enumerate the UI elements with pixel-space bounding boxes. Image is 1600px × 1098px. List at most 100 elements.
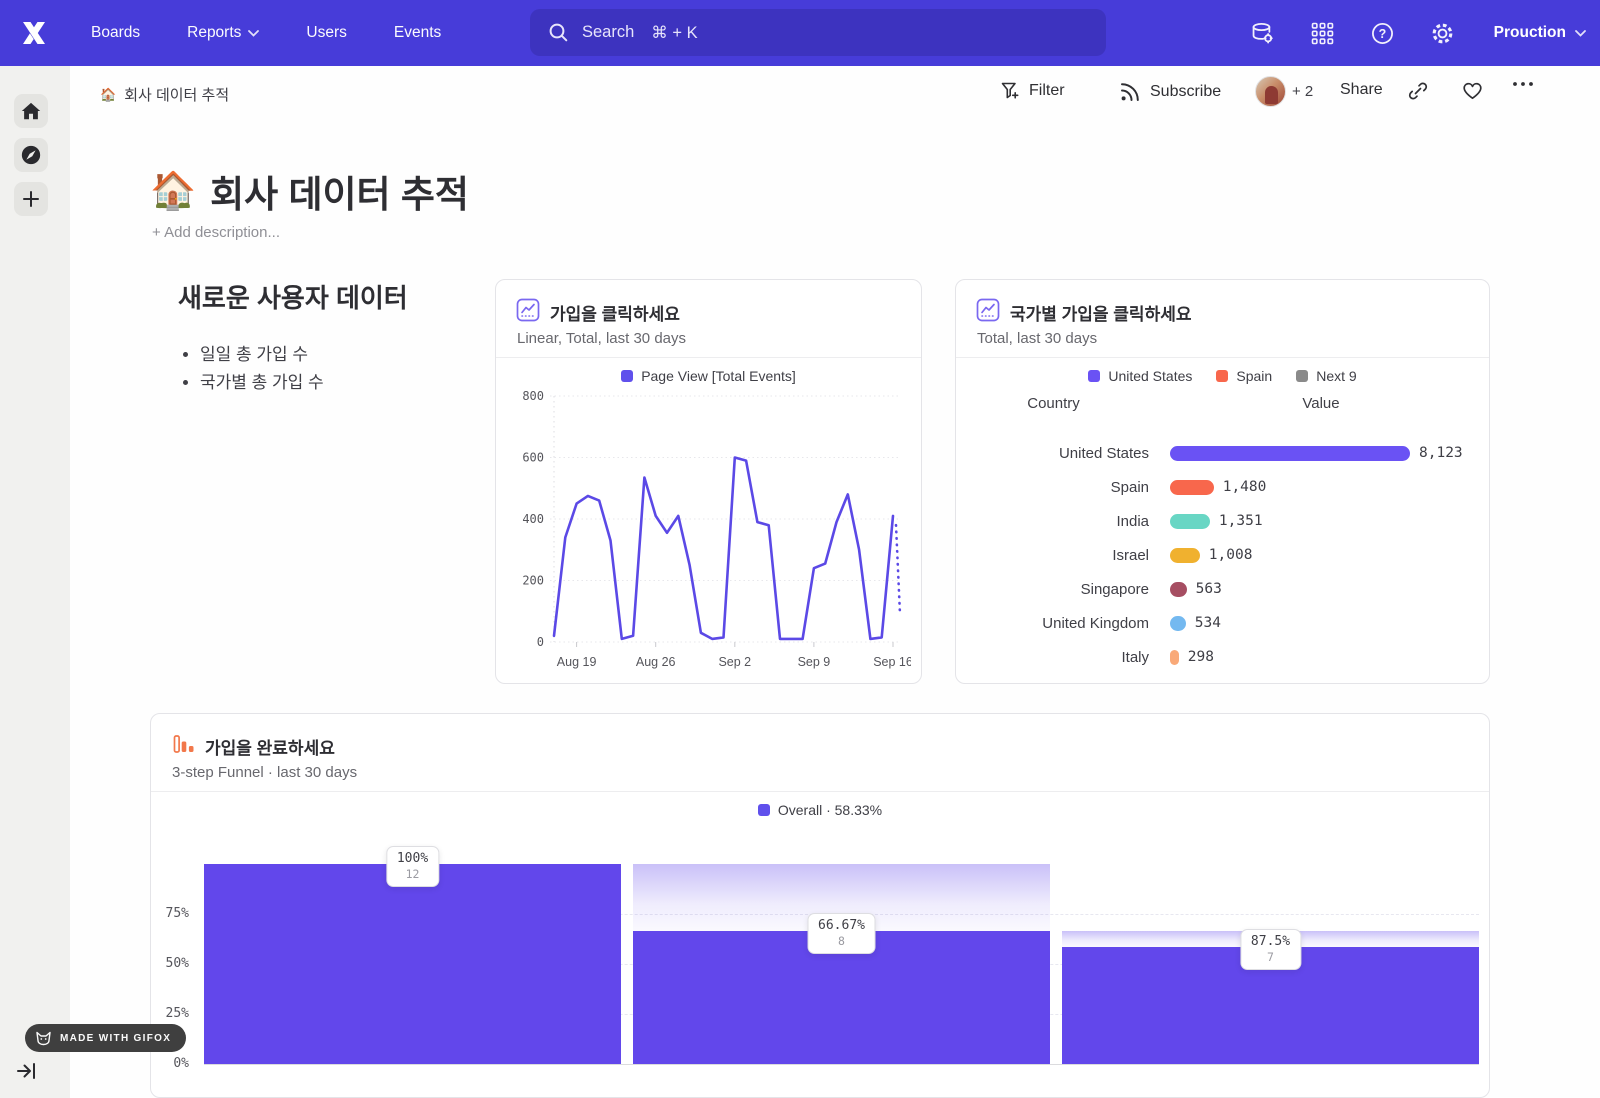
page-title-emoji: 🏠 (150, 169, 197, 211)
country-label: India (1116, 512, 1149, 530)
card-subtitle: 3-step Funnel · last 30 days (172, 764, 358, 781)
table-row[interactable]: United States 8,123 (956, 436, 1489, 470)
nav-item-label: Boards (91, 24, 141, 41)
collaborators-extra-count[interactable]: + 2 (1292, 83, 1314, 100)
value-bar[interactable] (1170, 547, 1200, 563)
legend-swatch (621, 370, 634, 382)
legend-item[interactable]: Overall · 58.33% (757, 802, 882, 818)
explore-button[interactable] (14, 138, 48, 172)
step-conversion-pct: 66.67% (818, 917, 865, 933)
legend-swatch (1216, 370, 1229, 382)
add-board-button[interactable] (14, 182, 48, 216)
breadcrumb[interactable]: 🏠 회사 데이터 추적 (100, 84, 229, 105)
nav-item-users[interactable]: Users (306, 24, 346, 42)
page-title-text: 회사 데이터 추적 (210, 174, 469, 215)
step-count: 7 (1267, 950, 1274, 965)
divider (496, 357, 921, 358)
chevron-down-icon (1575, 29, 1586, 37)
value-label: 534 (1194, 615, 1221, 631)
subscribe-label: Subscribe (1150, 82, 1222, 100)
table-row[interactable]: Israel 1,008 (956, 538, 1489, 572)
line-chart-plot[interactable]: 0 200 400 600 800 Aug 19 Aug 26 Sep 2 Sep 9 Sep 1… (508, 382, 911, 674)
value-bar[interactable] (1170, 445, 1410, 461)
table-row[interactable] (956, 674, 1489, 685)
svg-text:Sep 9: Sep 9 (798, 655, 831, 669)
settings-gear-icon[interactable] (1430, 20, 1456, 46)
text-tile-heading: 새로운 사용자 데이터 (178, 283, 408, 313)
filter-label: Filter (1029, 82, 1065, 99)
bar-wrap: 8,123 (1170, 445, 1463, 461)
legend-item[interactable]: United States (1088, 368, 1192, 384)
nav-item-reports[interactable]: Reports (187, 24, 260, 42)
heart-icon (1463, 82, 1482, 100)
sidebar-collapse-toggle[interactable] (16, 1060, 40, 1084)
funnel-step[interactable] (633, 864, 1050, 1064)
more-menu-button[interactable] (1512, 81, 1534, 87)
table-row[interactable]: United Kingdom 534 (956, 606, 1489, 640)
subscribe-button[interactable]: Subscribe (1120, 81, 1221, 102)
text-tile: 새로운 사용자 데이터 일일 총 가입 수 국가별 총 가입 수 (178, 278, 508, 397)
funnel-ytick: 75% (165, 906, 189, 921)
nav-item-events[interactable]: Events (394, 24, 441, 42)
value-bar[interactable] (1170, 581, 1187, 597)
value-bar[interactable] (1170, 479, 1214, 495)
legend-label: Spain (1236, 368, 1273, 384)
data-settings-icon[interactable] (1250, 20, 1276, 46)
text-tile-bullet: 일일 총 가입 수 (200, 341, 508, 369)
chevron-down-icon (248, 29, 260, 37)
nav-right-cluster: ? Prouction (1250, 0, 1586, 66)
avatar[interactable] (1255, 76, 1286, 107)
favorite-button[interactable] (1462, 81, 1483, 101)
funnel-step-tooltip: 87.5% 7 (1239, 929, 1302, 971)
country-bar-card[interactable]: 국가별 가입을 클릭하세요 Total, last 30 days United… (955, 279, 1490, 684)
chart-legend: Overall · 58.33% (151, 802, 1489, 818)
table-row[interactable]: India 1,351 (956, 504, 1489, 538)
project-name: Prouction (1493, 24, 1566, 41)
bar-wrap: 563 (1170, 581, 1222, 597)
text-tile-bullet: 국가별 총 가입 수 (200, 369, 508, 397)
value-bar[interactable] (1170, 615, 1186, 631)
legend-label: Page View [Total Events] (641, 368, 796, 384)
share-label: Share (1340, 81, 1383, 98)
bar-wrap: 1,008 (1170, 547, 1252, 563)
value-bar[interactable] (1170, 513, 1210, 529)
project-switcher[interactable]: Prouction (1494, 24, 1586, 42)
svg-text:Sep 2: Sep 2 (718, 655, 751, 669)
share-button[interactable]: Share (1340, 81, 1383, 99)
value-bar[interactable] (1170, 649, 1179, 665)
more-ellipsis-icon (1513, 82, 1533, 86)
funnel-card[interactable]: 가입을 완료하세요 3-step Funnel · last 30 days O… (150, 713, 1490, 1098)
svg-text:?: ? (1379, 26, 1387, 40)
search-placeholder: Search (582, 23, 635, 41)
table-row[interactable]: Italy 298 (956, 640, 1489, 674)
table-row[interactable]: Spain 1,480 (956, 470, 1489, 504)
value-bar[interactable] (1170, 684, 1174, 685)
funnel-step[interactable] (204, 864, 621, 1064)
funnel-bars: 100% 12 66.67% 8 87.5% 7 (204, 846, 1479, 1064)
nav-item-boards[interactable]: Boards (91, 24, 140, 42)
board-emoji: 🏠 (100, 86, 117, 102)
nav-item-label: Users (306, 24, 347, 41)
bar-wrap: 1,480 (1170, 479, 1266, 495)
card-title: 가입을 클릭하세요 (550, 305, 680, 324)
apps-grid-icon[interactable] (1310, 20, 1336, 46)
legend-item[interactable]: Spain (1216, 368, 1272, 384)
column-header-country: Country (1027, 395, 1080, 412)
gifox-label: MADE WITH GIFOX (60, 1032, 172, 1044)
line-chart-card[interactable]: 가입을 클릭하세요 Linear, Total, last 30 days Pa… (495, 279, 922, 684)
gifox-badge[interactable]: MADE WITH GIFOX (25, 1024, 187, 1052)
funnel-bar[interactable] (204, 864, 621, 1064)
compass-icon (21, 145, 41, 165)
home-button[interactable] (14, 94, 48, 128)
add-description-field[interactable]: + Add description... (152, 224, 280, 241)
search-input[interactable]: Search ⌘ + K (530, 9, 1106, 56)
svg-text:400: 400 (522, 512, 544, 526)
mixpanel-logo-icon[interactable] (18, 17, 50, 49)
filter-button[interactable]: Filter (1000, 81, 1065, 101)
legend-item[interactable]: Next 9 (1296, 368, 1357, 384)
legend-item[interactable]: Page View [Total Events] (621, 368, 796, 384)
top-nav: Boards Reports Users Events Search ⌘ + K (0, 0, 1600, 66)
copy-link-button[interactable] (1408, 81, 1428, 101)
table-row[interactable]: Singapore 563 (956, 572, 1489, 606)
help-icon[interactable]: ? (1370, 20, 1396, 46)
